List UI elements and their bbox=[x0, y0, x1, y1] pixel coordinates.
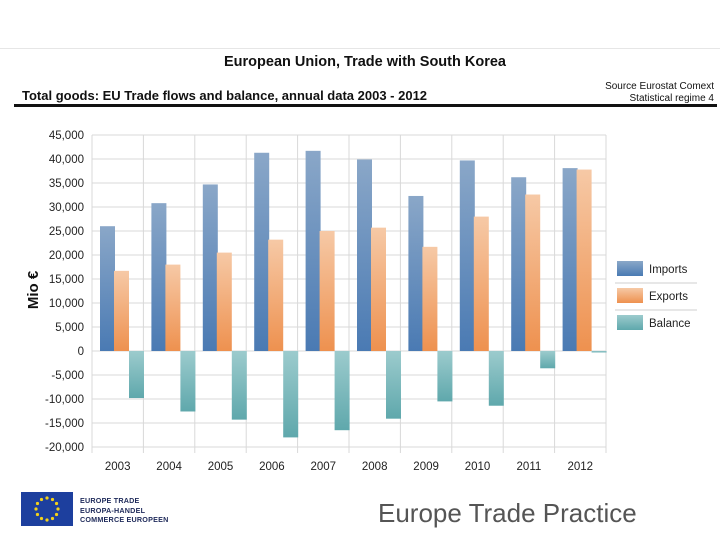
y-tick-label: 5,000 bbox=[55, 322, 84, 334]
bar-imports-2010 bbox=[459, 160, 475, 351]
bar-balance-2009 bbox=[437, 351, 453, 402]
bar-exports-2003 bbox=[114, 270, 129, 351]
flag-star bbox=[39, 516, 44, 521]
flag-star bbox=[35, 512, 40, 517]
y-tick-label: -10,000 bbox=[45, 394, 84, 406]
x-tick-label: 2008 bbox=[362, 461, 388, 473]
bar-imports-2012 bbox=[562, 168, 578, 351]
y-tick-label: 35,000 bbox=[49, 178, 84, 190]
logo-line-1: EUROPE TRADE bbox=[80, 496, 140, 505]
bar-exports-2005 bbox=[216, 252, 232, 351]
legend-label-imports: Imports bbox=[649, 264, 688, 276]
legend-label-exports: Exports bbox=[649, 291, 688, 303]
flag-star bbox=[54, 501, 59, 506]
bar-exports-2011 bbox=[525, 194, 541, 351]
flag-star bbox=[50, 516, 55, 521]
legend: Imports Exports Balance bbox=[615, 261, 697, 330]
x-tick-label: 2006 bbox=[259, 461, 285, 473]
y-tick-label: 30,000 bbox=[49, 202, 84, 214]
bar-balance-2007 bbox=[334, 351, 350, 431]
y-tick-label: 45,000 bbox=[49, 130, 84, 142]
flag-star bbox=[50, 497, 55, 502]
flag-star bbox=[45, 496, 49, 500]
bar-balance-2010 bbox=[488, 351, 504, 406]
flag-star bbox=[54, 512, 59, 517]
bar-imports-2009 bbox=[408, 195, 424, 351]
source-line-1: Source Eurostat Comext bbox=[605, 81, 714, 92]
bar-balance-2004 bbox=[180, 351, 196, 412]
bars bbox=[100, 150, 607, 438]
bar-exports-2010 bbox=[473, 216, 489, 351]
flag-star bbox=[34, 507, 38, 511]
bar-balance-2012 bbox=[591, 351, 607, 353]
flag-star bbox=[35, 501, 40, 506]
source-note: Source Eurostat Comext Statistical regim… bbox=[605, 81, 714, 105]
logo-line-2: EUROPA-HANDEL bbox=[80, 505, 146, 515]
bar-balance-2008 bbox=[386, 351, 401, 419]
x-tick-label: 2011 bbox=[517, 461, 542, 473]
y-tick-label: 10,000 bbox=[49, 298, 84, 310]
legend-swatch-exports bbox=[617, 288, 643, 303]
x-tick-label: 2012 bbox=[568, 461, 594, 473]
y-tick-label: 25,000 bbox=[49, 226, 84, 238]
x-axis-ticks: 2003 2004 2005 2006 2007 2008 2009 2010 2011 2012 bbox=[105, 461, 593, 473]
bar-imports-2007 bbox=[305, 150, 321, 351]
bar-imports-2008 bbox=[357, 159, 372, 351]
brand-name: Europe Trade Practice bbox=[378, 498, 637, 528]
y-tick-label: -15,000 bbox=[45, 418, 84, 430]
x-tick-label: 2010 bbox=[465, 461, 491, 473]
eu-flag-logo bbox=[21, 492, 73, 526]
bar-imports-2006 bbox=[254, 152, 270, 351]
y-axis-label: Mio € bbox=[25, 270, 42, 309]
bar-exports-2009 bbox=[422, 246, 438, 351]
source-line-2: Statistical regime 4 bbox=[629, 93, 714, 104]
chart-title: European Union, Trade with South Korea bbox=[224, 54, 506, 70]
y-tick-label: 0 bbox=[78, 346, 84, 358]
bar-exports-2007 bbox=[319, 231, 335, 351]
x-tick-label: 2003 bbox=[105, 461, 131, 473]
bar-exports-2012 bbox=[576, 169, 592, 351]
top-divider bbox=[0, 48, 720, 49]
europe-trade-logo-text: EUROPE TRADE EUROPA-HANDEL COMMERCE EURO… bbox=[80, 496, 168, 525]
bar-balance-2011 bbox=[540, 351, 556, 369]
trade-bar-chart: 45,000 40,000 35,000 30,000 25,000 20,000 15,0… bbox=[25, 130, 697, 473]
bar-balance-2005 bbox=[231, 351, 247, 420]
y-tick-label: 40,000 bbox=[49, 154, 84, 166]
bar-exports-2004 bbox=[165, 264, 181, 351]
flag-star bbox=[39, 497, 44, 502]
x-tick-label: 2004 bbox=[156, 461, 182, 473]
y-tick-label: -20,000 bbox=[45, 442, 84, 454]
flag-star bbox=[45, 518, 49, 522]
y-tick-label: -5,000 bbox=[51, 370, 84, 382]
bar-exports-2006 bbox=[268, 239, 284, 351]
x-tick-label: 2007 bbox=[311, 461, 337, 473]
x-tick-label: 2009 bbox=[413, 461, 439, 473]
bar-exports-2008 bbox=[371, 227, 386, 351]
y-axis-ticks: 45,000 40,000 35,000 30,000 25,000 20,000 15,0… bbox=[45, 130, 84, 454]
legend-swatch-imports bbox=[617, 261, 643, 276]
y-tick-label: 15,000 bbox=[49, 274, 84, 286]
bar-imports-2011 bbox=[511, 177, 527, 351]
bar-balance-2003 bbox=[129, 351, 144, 399]
chart-subtitle: Total goods: EU Trade flows and balance,… bbox=[22, 88, 428, 103]
flag-star bbox=[56, 507, 60, 511]
logo-line-3: COMMERCE EUROPEEN bbox=[80, 515, 169, 524]
legend-label-balance: Balance bbox=[649, 318, 691, 330]
bar-imports-2003 bbox=[100, 226, 115, 351]
legend-swatch-balance bbox=[617, 315, 643, 330]
x-tick-label: 2005 bbox=[208, 461, 234, 473]
header-rule bbox=[14, 104, 717, 107]
y-tick-label: 20,000 bbox=[49, 250, 84, 262]
bar-imports-2004 bbox=[151, 203, 167, 351]
bar-imports-2005 bbox=[202, 184, 218, 351]
bar-balance-2006 bbox=[283, 351, 299, 438]
